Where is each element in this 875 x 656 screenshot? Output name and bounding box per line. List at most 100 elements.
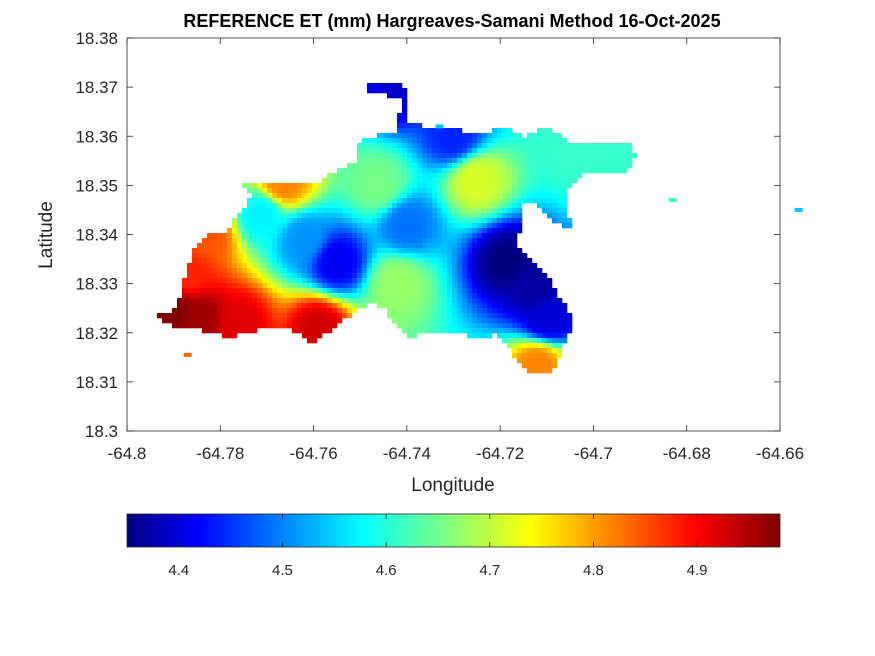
heatmap-cell (257, 208, 263, 214)
x-tick-label: -64.68 (663, 444, 711, 463)
heatmap-cell (517, 343, 523, 349)
heatmap-cell (217, 233, 223, 239)
heatmap-cell (387, 243, 393, 249)
heatmap-cell (422, 263, 428, 269)
heatmap-cell (507, 248, 513, 254)
heatmap-cell (432, 203, 438, 209)
heatmap-cell (312, 273, 318, 279)
heatmap-cell (337, 293, 343, 299)
heatmap-cell (362, 263, 368, 269)
heatmap-cell (427, 308, 433, 314)
heatmap-cell (402, 158, 408, 164)
heatmap-cell (497, 308, 503, 314)
heatmap-cell (252, 213, 258, 219)
heatmap-cell (392, 313, 398, 319)
heatmap-cell (407, 238, 413, 244)
heatmap-cell (522, 358, 528, 364)
heatmap-cell (472, 188, 478, 194)
heatmap-cell (542, 343, 548, 349)
heatmap-cell (312, 218, 318, 224)
colorbar-tick-label: 4.8 (583, 562, 604, 579)
heatmap-cell (402, 163, 408, 169)
heatmap-cell (392, 218, 398, 224)
heatmap-cell (437, 308, 443, 314)
heatmap-cell (207, 328, 213, 334)
heatmap-cell (507, 163, 513, 169)
heatmap-cell (487, 323, 493, 329)
heatmap-cell (377, 193, 383, 199)
heatmap-cell (392, 263, 398, 269)
heatmap-cell (387, 218, 393, 224)
heatmap-cell (617, 148, 623, 154)
heatmap-cell (482, 333, 488, 339)
heatmap-cell (512, 308, 518, 314)
heatmap-cell (372, 83, 378, 89)
heatmap-cell (197, 323, 203, 329)
heatmap-cell (407, 203, 413, 209)
heatmap-cell (402, 328, 408, 334)
heatmap-cell (562, 333, 568, 339)
heatmap-cell (522, 253, 528, 259)
heatmap-cell (507, 333, 513, 339)
heatmap-cell (197, 273, 203, 279)
heatmap-cell (517, 248, 523, 254)
heatmap-cell (417, 273, 423, 279)
heatmap-cell (492, 233, 498, 239)
heatmap-cell (487, 273, 493, 279)
heatmap-cell (567, 178, 573, 184)
heatmap-cell (312, 283, 318, 289)
heatmap-cell (497, 243, 503, 249)
heatmap-cell (232, 328, 238, 334)
heatmap-cell (512, 328, 518, 334)
heatmap-cell (537, 343, 543, 349)
heatmap-cell (497, 238, 503, 244)
heatmap-cell (257, 223, 263, 229)
heatmap-cell (422, 143, 428, 149)
heatmap-cell (457, 258, 463, 264)
heatmap-cell (492, 153, 498, 159)
heatmap-cell (467, 323, 473, 329)
heatmap-cell (282, 323, 288, 329)
heatmap-cell (562, 323, 568, 329)
heatmap-cell (267, 198, 273, 204)
heatmap-cell (492, 128, 498, 134)
heatmap-cell (277, 318, 283, 324)
heatmap-cell (342, 183, 348, 189)
heatmap-cell (337, 218, 343, 224)
heatmap-cell (497, 248, 503, 254)
heatmap-cell (537, 173, 543, 179)
heatmap-cell (332, 298, 338, 304)
heatmap-cell (472, 313, 478, 319)
heatmap-cell (267, 218, 273, 224)
heatmap-cell (527, 268, 533, 274)
heatmap-cell (332, 243, 338, 249)
heatmap-cell (437, 303, 443, 309)
heatmap-cell (307, 333, 313, 339)
heatmap-cell (262, 278, 268, 284)
heatmap-cell (382, 258, 388, 264)
heatmap-cell (497, 263, 503, 269)
heatmap-cell (392, 228, 398, 234)
heatmap-cell (567, 163, 573, 169)
heatmap-cell (457, 268, 463, 274)
heatmap-cell (322, 218, 328, 224)
heatmap-cell (277, 228, 283, 234)
heatmap-cell (537, 133, 543, 139)
heatmap-cell (422, 328, 428, 334)
heatmap-cell (212, 243, 218, 249)
heatmap-cell (542, 313, 548, 319)
heatmap-cell (397, 218, 403, 224)
heatmap-cell (397, 158, 403, 164)
heatmap-cell (407, 263, 413, 269)
heatmap-cell (447, 158, 453, 164)
heatmap-cell (497, 193, 503, 199)
heatmap-cell (217, 253, 223, 259)
heatmap-cell (337, 298, 343, 304)
heatmap-cell (467, 288, 473, 294)
heatmap-cell (282, 193, 288, 199)
heatmap-cell (452, 223, 458, 229)
heatmap-cell (547, 133, 553, 139)
heatmap-cell (462, 263, 468, 269)
heatmap-cell (287, 183, 293, 189)
heatmap-cell (407, 183, 413, 189)
